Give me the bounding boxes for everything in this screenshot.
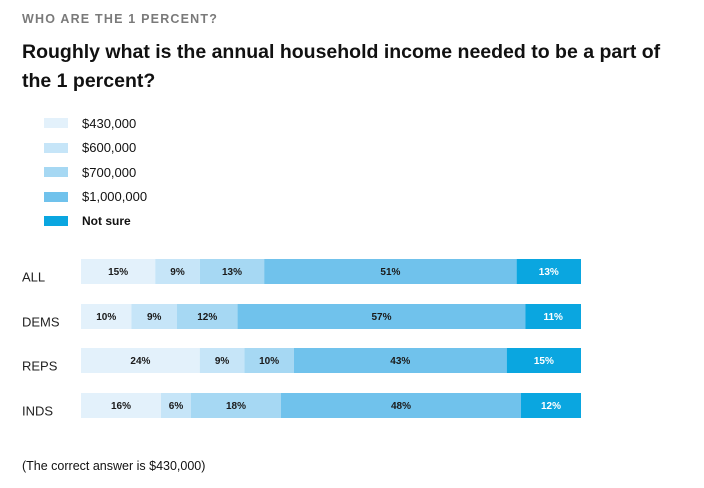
category-label: INDS xyxy=(22,404,53,419)
bar-segment xyxy=(521,393,581,418)
bar-segment xyxy=(237,304,526,329)
chart-kicker: WHO ARE THE 1 PERCENT? xyxy=(22,12,219,26)
bar-segment xyxy=(516,259,581,284)
bar-value-label: 12% xyxy=(541,401,561,412)
bar-segment xyxy=(199,348,245,373)
bar-segment xyxy=(81,259,156,284)
legend: $430,000 $600,000 $700,000 $1,000,000 Not su… xyxy=(44,111,147,234)
legend-label: $700,000 xyxy=(82,164,137,180)
category-label: DEMS xyxy=(22,315,60,330)
bar-value-label: 15% xyxy=(108,267,128,278)
legend-swatch xyxy=(44,142,68,153)
bar-segment xyxy=(506,348,581,373)
bar-value-label: 43% xyxy=(390,356,410,367)
legend-item: $700,000 xyxy=(44,160,147,185)
bar-value-label: 9% xyxy=(215,356,230,367)
bar-segment xyxy=(199,259,265,284)
legend-item: $600,000 xyxy=(44,136,147,161)
legend-item: Not sure xyxy=(44,209,147,234)
bar-value-label: 57% xyxy=(372,312,392,323)
bar-segment xyxy=(161,393,191,418)
legend-label: $1,000,000 xyxy=(82,189,148,205)
bar-segment xyxy=(191,393,281,418)
bar-segment xyxy=(131,304,177,329)
category-label: ALL xyxy=(22,270,45,285)
bar-value-label: 16% xyxy=(111,401,131,412)
legend-swatch xyxy=(44,216,68,227)
bar-segment xyxy=(81,393,161,418)
bar-value-label: 9% xyxy=(170,267,185,278)
chart-title: Roughly what is the annual household inc… xyxy=(22,41,661,92)
bar-value-label: 24% xyxy=(130,356,150,367)
bar-segment xyxy=(176,304,238,329)
bar-value-label: 10% xyxy=(259,356,279,367)
bar-value-label: 10% xyxy=(96,312,116,323)
bar-value-label: 9% xyxy=(147,312,162,323)
bar-value-label: 18% xyxy=(226,401,246,412)
bar-value-label: 51% xyxy=(380,267,400,278)
bar-segment xyxy=(281,393,521,418)
legend-swatch xyxy=(44,191,68,202)
legend-label: $430,000 xyxy=(82,115,137,131)
legend-item: $430,000 xyxy=(44,111,147,136)
bar-segment xyxy=(244,348,294,373)
bar-value-label: 13% xyxy=(222,267,242,278)
bar-value-label: 15% xyxy=(534,356,554,367)
bar-value-label: 6% xyxy=(169,401,184,412)
footnote: (The correct answer is $430,000) xyxy=(22,459,206,473)
bar-value-label: 12% xyxy=(197,312,217,323)
legend-swatch xyxy=(44,167,68,178)
bar-segment xyxy=(81,348,200,373)
legend-swatch xyxy=(44,118,68,129)
bar-value-label: 11% xyxy=(543,312,563,323)
stacked-bar-chart: ALL 15% 9% 13% 51% 13% DEMS 10% 9% 12% 57% 11% REPS 2… xyxy=(22,259,581,419)
bar-segment xyxy=(264,259,517,284)
category-label: REPS xyxy=(22,359,58,374)
bar-value-label: 48% xyxy=(391,401,411,412)
bar-segment xyxy=(155,259,200,284)
bar-value-label: 13% xyxy=(539,267,559,278)
bar-segment xyxy=(525,304,581,329)
legend-label: Not sure xyxy=(82,214,131,229)
bar-segment xyxy=(81,304,132,329)
legend-item: $1,000,000 xyxy=(44,185,147,210)
bar-segment xyxy=(293,348,507,373)
legend-label: $600,000 xyxy=(82,140,137,156)
